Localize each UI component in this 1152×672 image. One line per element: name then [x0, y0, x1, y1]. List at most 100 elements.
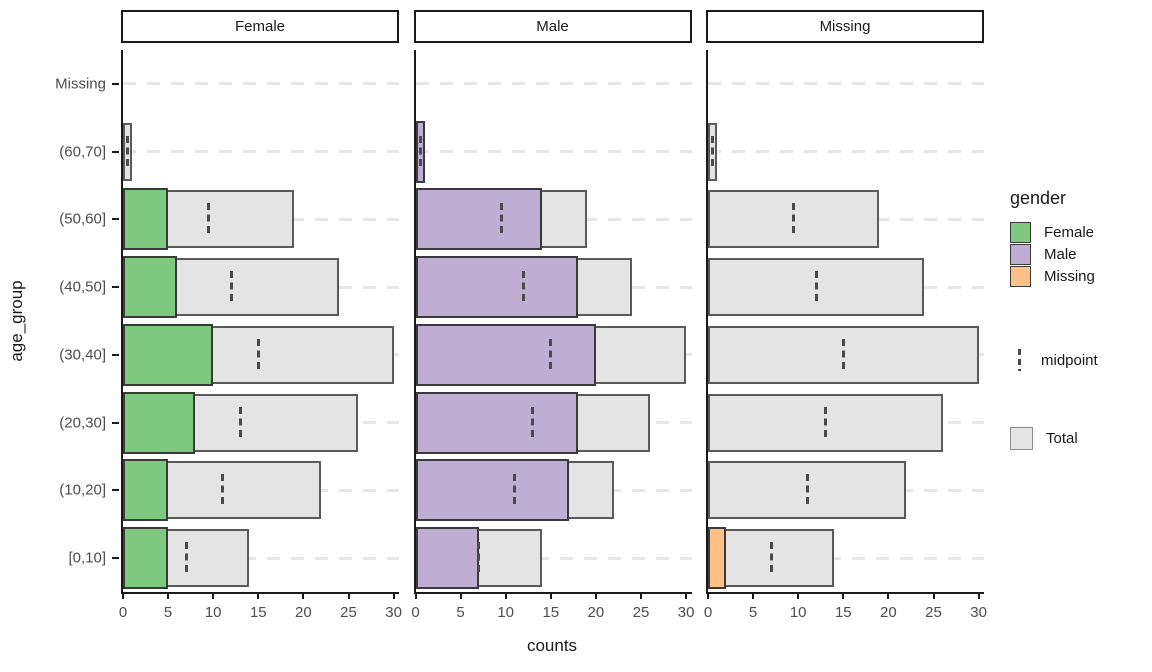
x-axis-tick — [977, 594, 980, 599]
y-axis-tick — [112, 489, 119, 492]
gender-bar — [123, 459, 169, 522]
y-axis-tick — [112, 150, 119, 153]
x-tick-label: 25 — [925, 604, 942, 621]
x-tick-label: 30 — [970, 604, 987, 621]
gender-bar — [415, 323, 596, 386]
x-axis-tick — [167, 594, 170, 599]
x-tick-label: 10 — [204, 604, 222, 621]
x-axis-tick — [549, 594, 552, 599]
y-axis: Missing (60,70] (50,60] (40,50] (30,40] (20,3… — [0, 50, 121, 592]
facet-strip-female: Female — [121, 10, 399, 43]
x-tick-label: 30 — [385, 604, 402, 621]
x-axis-tick — [685, 594, 688, 599]
legend-item-missing: Missing — [1008, 265, 1152, 287]
midpoint-marker — [126, 135, 129, 168]
missing-swatch — [1010, 265, 1031, 287]
legend-label-male: Male — [1044, 245, 1077, 263]
gender-bar — [123, 391, 196, 454]
midpoint-marker — [711, 135, 714, 168]
x-tick-label: 15 — [542, 604, 560, 621]
legend-label-female: Female — [1044, 223, 1095, 241]
gridline — [708, 150, 984, 154]
panel-female: 0 5 10 15 20 25 30 — [119, 50, 402, 621]
x-tick-label: 25 — [632, 604, 650, 621]
x-axis-tick — [392, 594, 395, 599]
legend-title: gender — [1010, 188, 1067, 208]
gridline — [708, 82, 984, 86]
x-tick-label: 15 — [834, 604, 852, 621]
panel-missing: 0 5 10 15 20 25 30 — [704, 50, 987, 621]
midpoint-marker — [531, 406, 535, 439]
gridline — [415, 150, 692, 154]
gender-bar — [123, 188, 169, 251]
x-axis-tick — [414, 594, 417, 599]
x-axis-tick — [347, 594, 350, 599]
y-tick-label: (50,60] — [59, 210, 106, 228]
gridline — [123, 556, 399, 560]
legend-item-midpoint: midpoint — [1008, 349, 1152, 371]
y-axis-title: age_group — [7, 280, 26, 362]
legend: gender Female Male Missing midpoint Tota… — [1008, 188, 1152, 451]
midpoint-marker — [220, 474, 224, 507]
y-axis-tick — [112, 557, 119, 560]
legend-item-male: Male — [1008, 243, 1152, 265]
y-tick-label: (10,20] — [59, 481, 106, 499]
midpoint-marker — [823, 406, 827, 439]
midpoint-marker — [841, 338, 845, 371]
x-tick-label: 15 — [249, 604, 267, 621]
midpoint-marker — [229, 271, 233, 304]
x-tick-label: 0 — [118, 604, 128, 621]
legend-item-female: Female — [1008, 221, 1152, 243]
x-tick-label: 5 — [748, 604, 758, 621]
x-axis-title: counts — [526, 636, 578, 655]
gender-bar — [123, 323, 214, 386]
midpoint-marker — [238, 406, 242, 439]
legend-spacer — [1008, 371, 1152, 425]
midpoint-marker — [522, 271, 526, 304]
x-axis-tick — [594, 594, 597, 599]
x-tick-label: 20 — [295, 604, 312, 621]
x-tick-label: 30 — [677, 604, 695, 621]
x-axis-tick — [752, 594, 755, 599]
y-tick-label: Missing — [55, 75, 106, 93]
y-tick-label: (40,50] — [59, 278, 106, 296]
x-tick-label: 10 — [497, 604, 515, 621]
midpoint-marker — [256, 338, 260, 371]
gender-bar — [708, 527, 727, 590]
gridline — [415, 82, 692, 86]
x-axis-tick — [640, 594, 642, 599]
x-tick-label: 0 — [703, 604, 713, 621]
y-axis-tick — [112, 353, 119, 356]
gender-bar — [415, 188, 542, 251]
midpoint-marker — [805, 474, 809, 507]
midpoint-marker — [814, 271, 818, 304]
x-axis-tick — [257, 594, 260, 599]
legend-spacer — [1008, 287, 1152, 349]
midpoint-marker — [792, 203, 796, 236]
x-axis-tick — [887, 594, 890, 599]
gender-bar — [123, 527, 169, 590]
gridline — [415, 556, 692, 560]
female-swatch — [1010, 221, 1031, 243]
x-tick-label: 0 — [411, 604, 420, 621]
gender-bar — [415, 256, 578, 319]
facet-strip-missing: Missing — [706, 10, 984, 43]
y-axis-tick — [112, 82, 119, 85]
x-tick-label: 5 — [456, 604, 465, 621]
total-bar — [708, 258, 925, 317]
gender-bar — [415, 459, 569, 522]
midpoint-dashed-line-icon — [1018, 349, 1021, 371]
midpoint-marker — [769, 542, 773, 575]
x-axis-tick — [707, 594, 709, 599]
midpoint-marker — [499, 203, 503, 236]
x-tick-label: 20 — [587, 604, 605, 621]
gender-bar — [123, 256, 178, 319]
y-tick-label: (20,30] — [59, 414, 106, 432]
y-tick-label: (30,40] — [59, 346, 106, 364]
x-axis-tick — [212, 594, 215, 599]
legend-label-midpoint: midpoint — [1041, 351, 1098, 369]
y-axis-tick — [112, 286, 119, 289]
gridline — [708, 556, 984, 560]
legend-item-total: Total — [1008, 425, 1152, 451]
x-axis-tick — [797, 594, 800, 599]
